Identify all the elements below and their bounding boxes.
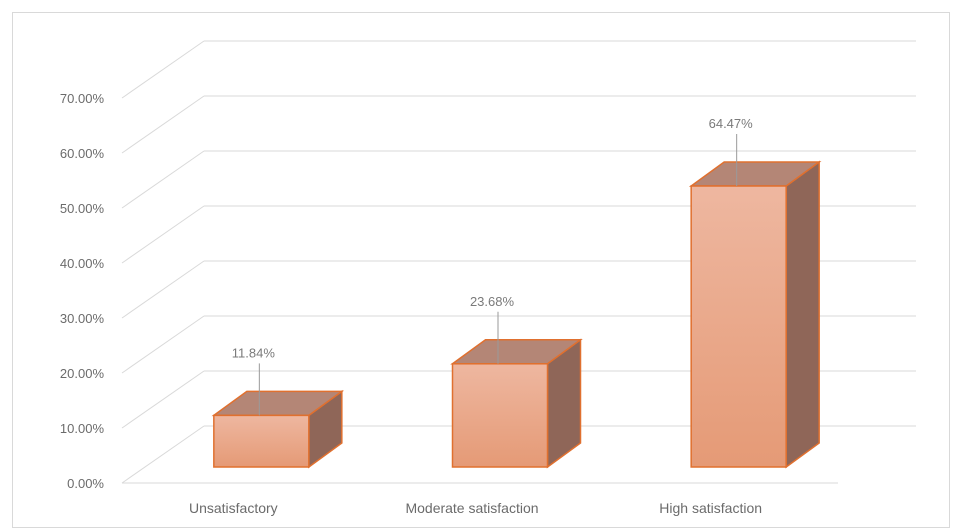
data-label: 11.84%: [232, 345, 276, 360]
y-tick-label: 70.00%: [60, 91, 105, 106]
y-tick-label: 10.00%: [60, 421, 105, 436]
bar-1: [211, 389, 345, 469]
bar-front-face: [690, 185, 787, 468]
bar-front-face: [451, 363, 549, 468]
bar-side-face: [785, 160, 820, 469]
y-tick-label: 40.00%: [60, 256, 105, 271]
x-category-label: High satisfaction: [659, 500, 762, 516]
y-axis-ticks: 0.00% 10.00% 20.00% 30.00% 40.00% 50.00% 60.00…: [60, 91, 105, 491]
data-labels: 11.84% 23.68% 64.47%: [232, 116, 754, 416]
y-tick-label: 50.00%: [60, 201, 105, 216]
gridline-side: [121, 370, 205, 429]
bars: [211, 160, 822, 469]
y-tick-label: 60.00%: [60, 146, 105, 161]
gridline-side: [121, 425, 205, 484]
x-category-label: Moderate satisfaction: [405, 500, 538, 516]
gridline-side: [121, 205, 205, 264]
data-label: 23.68%: [470, 294, 515, 309]
y-tick-label: 20.00%: [60, 366, 105, 381]
gridline-side: [121, 260, 205, 319]
gridline-side: [121, 315, 205, 374]
bar-2: [450, 338, 583, 469]
gridline-side: [121, 150, 205, 209]
x-category-label: Unsatisfactory: [189, 500, 278, 516]
bar-3: [688, 160, 822, 469]
y-tick-label: 0.00%: [67, 476, 104, 491]
data-label: 64.47%: [709, 116, 754, 131]
gridline-side: [121, 95, 205, 154]
y-tick-label: 30.00%: [60, 311, 105, 326]
x-axis-categories: Unsatisfactory Moderate satisfaction High …: [189, 500, 762, 516]
gridline-side: [121, 40, 205, 99]
bar-front-face: [213, 414, 310, 468]
